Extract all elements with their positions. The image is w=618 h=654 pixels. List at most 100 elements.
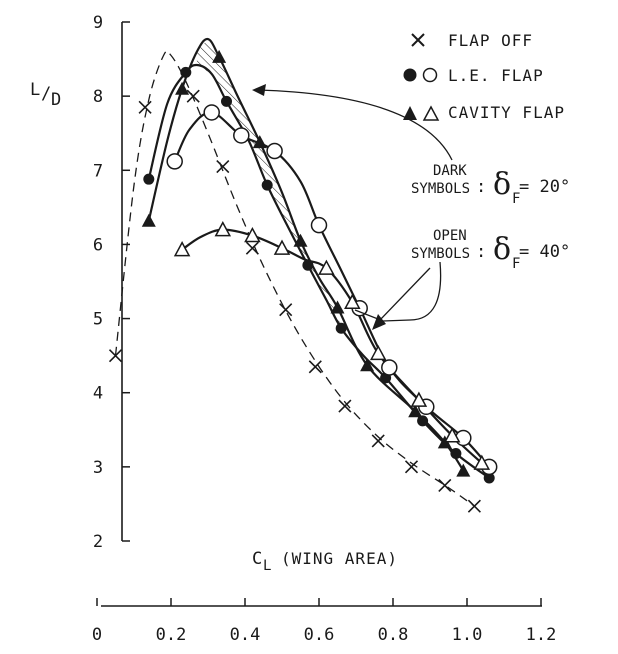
x-tick-label: 0.4: [230, 625, 261, 645]
x-tick-label: 0.8: [378, 625, 409, 645]
data-point: [308, 360, 322, 374]
y-tick-label: 3: [93, 458, 103, 478]
open-triangle-icon: [422, 105, 440, 121]
data-point: [483, 472, 495, 484]
data-point: [438, 478, 452, 492]
data-point: [443, 427, 461, 443]
data-point: [467, 499, 481, 513]
leader-line-open: [354, 261, 442, 322]
data-point: [335, 322, 347, 334]
annotation-dark-delta: δ: [493, 167, 511, 202]
data-point: [408, 404, 423, 418]
y-tick-label: 8: [93, 87, 103, 107]
data-point: [138, 100, 152, 114]
data-point: [180, 66, 192, 78]
open-circle-icon: [422, 67, 438, 83]
data-point: [143, 173, 155, 185]
data-point: [108, 349, 123, 363]
series-line: [114, 50, 475, 507]
series-markers: [108, 49, 498, 513]
data-point: [455, 429, 472, 447]
data-point: [266, 142, 283, 160]
data-point: [417, 415, 429, 427]
annotation-dark-delta-sub: F: [512, 191, 520, 207]
y-tick-label: 4: [93, 384, 103, 404]
annotation-open-symbols: OPEN SYMBOLS : δ F = 40°: [411, 228, 570, 272]
y-tick-label: 7: [93, 161, 103, 181]
data-point: [318, 259, 335, 275]
data-point: [344, 293, 361, 310]
annotation-open-line1: OPEN: [433, 228, 467, 244]
x-marker-icon: [411, 33, 425, 47]
y-axis-label-main: L: [30, 80, 40, 100]
data-point: [252, 135, 267, 149]
series-line: [147, 63, 490, 479]
legend-label-le-flap: L.E. FLAP: [448, 66, 544, 85]
annotation-dark-eq: = 20°: [519, 177, 570, 197]
annotation-dark-line2: SYMBOLS: [411, 181, 470, 197]
filled-circle-icon: [403, 68, 417, 82]
data-point: [203, 104, 220, 121]
annotation-open-delta-sub: F: [512, 256, 520, 272]
data-point: [273, 239, 291, 255]
data-point: [360, 358, 375, 372]
arrowhead-open-icon: [372, 314, 386, 330]
y-tick-label: 5: [93, 310, 103, 330]
legend-item-le-flap: L.E. FLAP: [403, 66, 544, 85]
x-tick-label: 0.2: [156, 625, 187, 645]
filled-triangle-icon: [403, 106, 417, 120]
data-point: [302, 259, 314, 271]
legend: FLAP OFF L.E. FLAP CAVITY FLAP: [403, 31, 565, 122]
data-point: [261, 179, 273, 191]
x-tick-label: 0.6: [304, 625, 335, 645]
data-point: [310, 216, 328, 234]
data-point: [404, 460, 419, 474]
y-tick-label: 2: [93, 532, 103, 552]
data-point: [293, 233, 308, 247]
annotation-open-eq: = 40°: [519, 242, 570, 262]
y-tick-label: 6: [93, 235, 103, 255]
data-point: [330, 300, 345, 314]
annotation-dark-colon: :: [476, 177, 486, 197]
x-axis-label-rest: (WING AREA): [281, 549, 398, 568]
data-point: [173, 241, 191, 257]
series-line: [181, 228, 483, 464]
data-point: [214, 221, 232, 237]
leader-line-dark: [257, 89, 453, 161]
data-point: [279, 303, 293, 317]
leader-line-open-tail: [377, 267, 431, 323]
y-axis-label-slash: /: [41, 84, 51, 104]
arrowhead-dark-icon: [252, 84, 266, 96]
annotation-open-delta: δ: [493, 232, 511, 267]
data-point: [175, 81, 190, 95]
series-curves: [114, 37, 491, 507]
data-point: [456, 463, 471, 477]
data-point: [381, 359, 398, 376]
data-point: [338, 399, 352, 413]
legend-item-cavity-flap: CAVITY FLAP: [403, 103, 565, 122]
legend-label-flap-off: FLAP OFF: [448, 31, 533, 50]
annotation-open-line2: SYMBOLS: [411, 246, 470, 262]
y-axis-label-sub: D: [51, 90, 61, 110]
data-point: [212, 49, 227, 63]
x-tick-label: 1.2: [526, 625, 557, 645]
legend-label-cavity-flap: CAVITY FLAP: [448, 103, 565, 122]
legend-item-flap-off: FLAP OFF: [411, 31, 533, 50]
data-point: [410, 391, 428, 407]
data-point: [244, 226, 261, 243]
data-point: [450, 448, 462, 460]
annotation-open-colon: :: [476, 242, 486, 262]
x-tick-label: 1.0: [452, 625, 483, 645]
data-point: [233, 127, 250, 144]
x-axis-label-main: C: [252, 549, 262, 569]
x-tick-label: 0: [92, 625, 102, 645]
data-point: [473, 454, 491, 470]
data-point: [371, 434, 385, 448]
data-point: [166, 153, 183, 170]
y-ticks: 2 3 4 5 6 7 8 9: [93, 13, 130, 552]
x-ticks: 0 0.2 0.4 0.6 0.8 1.0 1.2: [92, 598, 556, 645]
data-point: [216, 160, 230, 174]
data-point: [141, 213, 156, 227]
data-point: [369, 344, 387, 361]
